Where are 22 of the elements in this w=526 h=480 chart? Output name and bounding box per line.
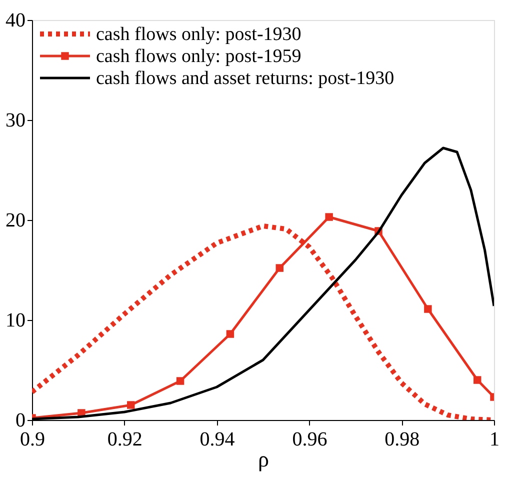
legend-label: cash flows only: post-1959 bbox=[96, 46, 302, 67]
x-tick-label: 0.9 bbox=[20, 428, 45, 450]
x-tick-label: 0.98 bbox=[384, 428, 420, 450]
y-tick-label: 0 bbox=[16, 410, 26, 432]
y-tick-label: 30 bbox=[6, 110, 26, 132]
y-tick-label: 20 bbox=[6, 210, 26, 232]
point bbox=[226, 330, 234, 338]
point bbox=[126, 401, 135, 409]
point bbox=[325, 213, 333, 221]
point bbox=[176, 377, 184, 385]
point bbox=[276, 264, 284, 272]
legend-label: cash flows and asset returns: post-1930 bbox=[96, 68, 394, 89]
point bbox=[424, 305, 432, 313]
x-tick-label: 0.94 bbox=[200, 428, 235, 450]
x-axis-title: ρ bbox=[258, 446, 270, 472]
legend-label: cash flows only: post-1930 bbox=[96, 24, 302, 45]
y-tick-label: 10 bbox=[6, 310, 26, 332]
y-tick-label: 40 bbox=[6, 10, 26, 32]
point bbox=[473, 376, 482, 384]
x-tick-label: 1 bbox=[490, 428, 500, 450]
x-tick-label: 0.92 bbox=[107, 428, 142, 450]
x-tick-label: 0.96 bbox=[292, 428, 328, 450]
